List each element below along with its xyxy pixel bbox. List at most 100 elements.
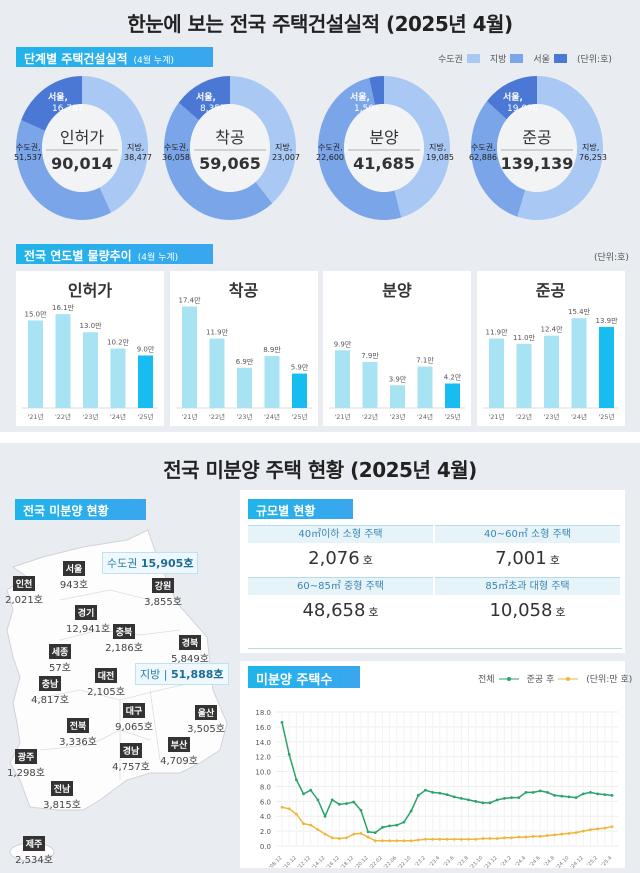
donut-slice-local xyxy=(517,76,603,220)
bar-category-label: '23년 xyxy=(543,412,559,421)
region-name: 전북 xyxy=(66,718,90,733)
line-section-tag: 미분양 주택수 xyxy=(248,666,360,688)
x-tick-label: '22.02 xyxy=(369,855,384,868)
donut-stage-name: 인허가 xyxy=(59,128,105,147)
data-point xyxy=(581,792,585,796)
bar-chart-svg: 9.9만 '21년 7.9만 '22년 3.9만 '23년 7.1만 '24년 4.2만 '25년 xyxy=(329,339,465,421)
bar-value-label: 4.2만 xyxy=(444,373,462,382)
size-unit: 호 xyxy=(555,606,566,619)
size-unit: 호 xyxy=(368,606,379,619)
region-name: 전남 xyxy=(50,781,74,796)
region-label: 제주 2,534호 xyxy=(14,836,54,866)
data-point xyxy=(538,789,542,793)
bar xyxy=(445,383,460,408)
size-value: 48,658 xyxy=(302,600,366,621)
bar-value-label: 12.4만 xyxy=(540,325,563,334)
data-point xyxy=(438,837,442,841)
data-point xyxy=(488,837,492,840)
data-point xyxy=(445,793,449,797)
bar-category-label: '25년 xyxy=(444,412,460,421)
region-value: 3,336호 xyxy=(59,737,97,748)
size-cell-label: 40㎡이하 소형 주택 xyxy=(248,525,433,543)
data-point xyxy=(560,832,564,836)
data-point xyxy=(280,721,284,724)
trend-section-tag: 전국 연도별 물량추이 (4월 누계) xyxy=(16,244,213,264)
bar-category-label: '25년 xyxy=(291,412,307,421)
donut-center xyxy=(497,104,577,192)
map-section-tag: 전국 미분양 현황 xyxy=(15,499,146,520)
data-point xyxy=(553,833,557,837)
bar-category-label: '22년 xyxy=(55,412,71,421)
size-cell-value: 7,001 호 xyxy=(435,546,620,572)
data-point xyxy=(402,839,406,843)
region-value: 2,186호 xyxy=(105,643,143,654)
size-section-tag: 규모별 현황 xyxy=(248,499,353,519)
capital-callout-label: 수도권 xyxy=(107,557,138,570)
data-point xyxy=(388,839,392,843)
region-value: 5,849호 xyxy=(171,654,209,665)
bar-value-label: 16.1만 xyxy=(52,303,75,312)
data-point xyxy=(510,796,513,800)
size-value: 2,076 xyxy=(308,548,360,569)
bar-chart-svg: 17.4만 '21년 11.9만 '22년 6.9만 '23년 8.9만 '24년 5.9만 '2… xyxy=(175,296,312,421)
region-label: 충북 2,186호 xyxy=(104,624,144,654)
data-point xyxy=(373,831,377,834)
data-point xyxy=(345,836,348,840)
x-tick-label: '24.10 xyxy=(555,855,570,868)
bar-value-label: 15.4만 xyxy=(567,307,590,316)
data-point xyxy=(560,794,564,798)
data-point xyxy=(424,837,427,841)
line-unit: (단위:만 호) xyxy=(586,675,633,685)
bar xyxy=(362,361,378,408)
region-name: 경기 xyxy=(74,605,98,620)
donut-slice-capital xyxy=(163,102,273,221)
data-point xyxy=(452,837,456,841)
data-point xyxy=(553,793,557,797)
size-cell-value: 48,658 호 xyxy=(248,598,433,624)
donut-total: 139,139 xyxy=(500,154,574,173)
region-label: 경기 12,941호 xyxy=(66,605,110,635)
unsold-line-chart: 0.0 2.0 4.0 6.0 8.0 10.0 12.0 14.0 16.0 18.0 '08.1… xyxy=(255,709,618,868)
x-tick-label: '23.2 xyxy=(414,855,427,868)
data-point xyxy=(388,824,392,828)
bar-chart-svg: 15.0만 '21년 16.1만 '22년 13.0만 '23년 10.2만 '24년 9.0만… xyxy=(22,303,158,421)
donut-1 xyxy=(163,76,296,221)
bar-category-label: '22년 xyxy=(515,412,531,421)
legend-local: 지방 xyxy=(489,55,507,65)
data-point xyxy=(531,834,535,838)
donut-capital-value: 22,600 xyxy=(316,153,344,162)
donut-3 xyxy=(471,76,603,220)
data-point xyxy=(488,801,492,805)
donut-0 xyxy=(15,76,148,220)
legend-total-marker xyxy=(498,676,519,681)
bar xyxy=(516,343,531,408)
donut-capital-label: 수도권, xyxy=(471,143,496,152)
bar-category-label: '24년 xyxy=(417,412,433,421)
stage-section-label: 단계별 주택건설실적 xyxy=(24,52,128,66)
donut-stage-name: 착공 xyxy=(215,128,245,147)
page-title: 한눈에 보는 전국 주택건설실적 (2025년 4월) xyxy=(127,12,513,36)
region-name: 대구 xyxy=(122,703,146,718)
bar-panel-1: 착공 17.4만 '21년 11.9만 '22년 6.9만 '23년 8.9만 '24년 5.9만… xyxy=(169,271,318,426)
legend-capital: 수도권 xyxy=(438,55,463,65)
x-tick-label: '10.12 xyxy=(282,855,297,868)
region-name: 울산 xyxy=(194,705,218,720)
region-value: 3,815호 xyxy=(43,800,81,811)
donut-seoul-label: 서울, xyxy=(48,93,68,103)
y-tick-label: 12.0 xyxy=(255,754,271,762)
data-point xyxy=(302,792,305,796)
donut-center xyxy=(344,104,424,192)
donut-slice-seoul xyxy=(21,76,82,131)
bar-chart-svg: 11.9만 '21년 11.0만 '22년 12.4만 '23년 15.4만 '24년 13.9… xyxy=(482,307,619,421)
donut-seoul-value: 16,787 xyxy=(52,104,84,114)
donut-stage-name: 분양 xyxy=(369,128,399,147)
donut-seoul-label: 서울, xyxy=(350,93,370,103)
x-tick-label: '18.12 xyxy=(340,855,355,868)
data-point xyxy=(323,814,327,818)
region-label: 인천 2,021호 xyxy=(4,576,44,606)
donut-local-label: 지방, xyxy=(429,143,447,152)
donut-slice-capital xyxy=(471,101,526,217)
data-point xyxy=(438,791,442,795)
donut-slice-seoul xyxy=(486,76,537,120)
donut-slice-local xyxy=(82,76,148,213)
